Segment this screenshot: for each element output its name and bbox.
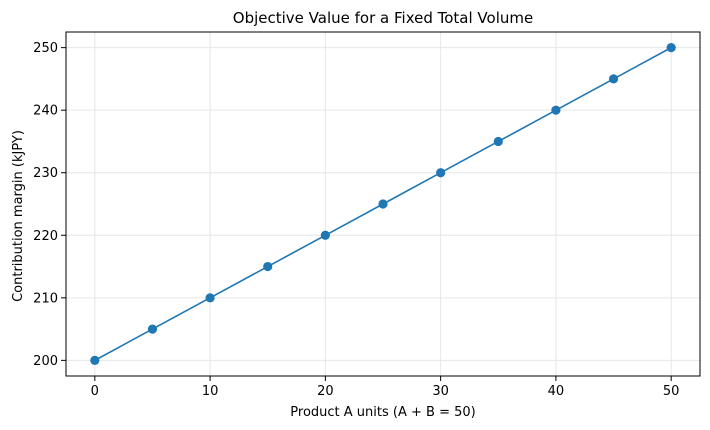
data-point — [493, 136, 503, 147]
y-tick-label: 210 — [33, 291, 58, 306]
y-tick-label: 230 — [33, 166, 58, 181]
data-point — [205, 293, 215, 303]
x-axis-label: Product A units (A + B = 50) — [290, 405, 475, 420]
data-point — [436, 168, 446, 178]
y-tick-label: 240 — [33, 104, 58, 119]
x-tick-label: 20 — [317, 384, 334, 399]
data-point — [147, 324, 158, 334]
series-layer — [90, 43, 676, 365]
y-tick-label: 200 — [33, 354, 58, 369]
data-point — [378, 199, 388, 209]
data-point — [90, 355, 100, 365]
y-tick-label: 250 — [33, 41, 58, 56]
x-tick-label: 40 — [548, 384, 565, 399]
y-tick-label: 220 — [33, 229, 58, 244]
data-point — [320, 230, 330, 240]
y-axis-label: Contribution margin (kJPY) — [11, 130, 26, 302]
plot-frame — [65, 31, 701, 377]
x-tick-label: 30 — [432, 384, 449, 399]
data-point — [551, 105, 561, 115]
x-tick-label: 10 — [202, 384, 219, 399]
data-point — [666, 43, 676, 53]
data-point — [263, 261, 273, 272]
x-tick-label: 50 — [663, 384, 680, 399]
grid-layer — [66, 32, 700, 376]
tick-layer: 0 10 20 30 40 50 200 210 220 230 240 250 — [33, 41, 679, 399]
x-tick-label: 0 — [91, 384, 99, 399]
data-point — [608, 74, 619, 84]
chart-title: Objective Value for a Fixed Total Volume — [233, 9, 533, 27]
